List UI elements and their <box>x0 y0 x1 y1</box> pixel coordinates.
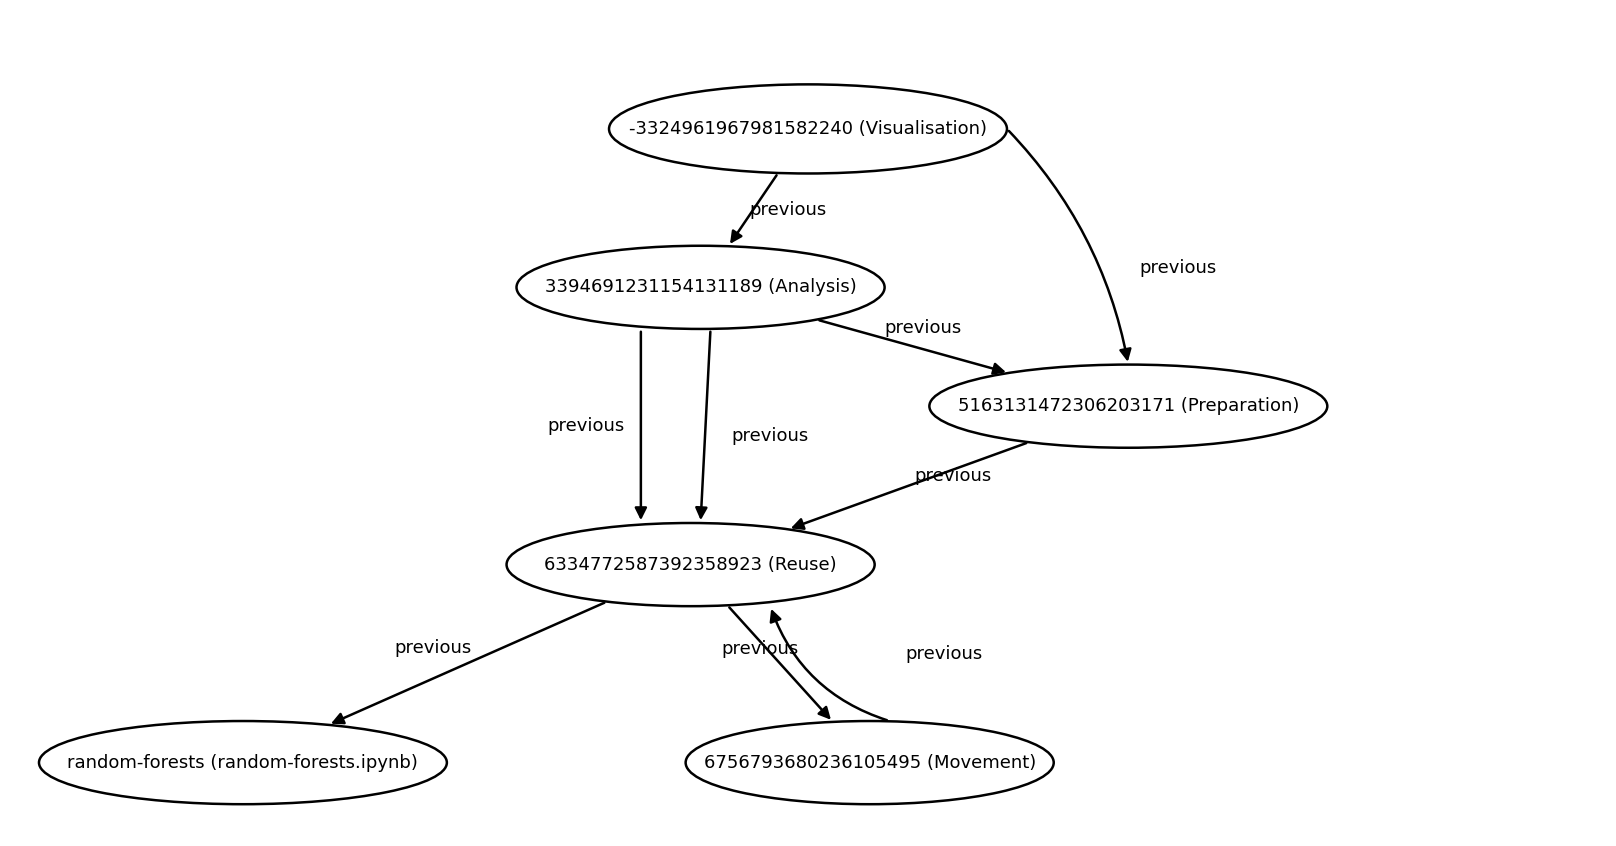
Text: 6334772587392358923 (Reuse): 6334772587392358923 (Reuse) <box>545 556 837 574</box>
Text: 3394691231154131189 (Analysis): 3394691231154131189 (Analysis) <box>545 278 856 296</box>
Text: random-forests (random-forests.ipynb): random-forests (random-forests.ipynb) <box>68 754 419 772</box>
Text: previous: previous <box>915 467 992 485</box>
Text: 6756793680236105495 (Movement): 6756793680236105495 (Movement) <box>703 754 1036 772</box>
Text: previous: previous <box>884 320 962 338</box>
Text: 5163131472306203171 (Preparation): 5163131472306203171 (Preparation) <box>958 397 1299 415</box>
Ellipse shape <box>609 85 1007 173</box>
Text: previous: previous <box>548 417 625 435</box>
Ellipse shape <box>517 246 884 329</box>
Text: previous: previous <box>732 427 810 445</box>
Ellipse shape <box>685 721 1054 805</box>
Ellipse shape <box>506 523 874 607</box>
Text: previous: previous <box>750 201 827 218</box>
Text: previous: previous <box>722 640 798 657</box>
Text: previous: previous <box>905 645 983 662</box>
Ellipse shape <box>39 721 448 805</box>
Ellipse shape <box>929 365 1327 448</box>
Text: previous: previous <box>394 640 472 657</box>
Text: -3324961967981582240 (Visualisation): -3324961967981582240 (Visualisation) <box>629 120 987 138</box>
Text: previous: previous <box>1139 259 1217 277</box>
